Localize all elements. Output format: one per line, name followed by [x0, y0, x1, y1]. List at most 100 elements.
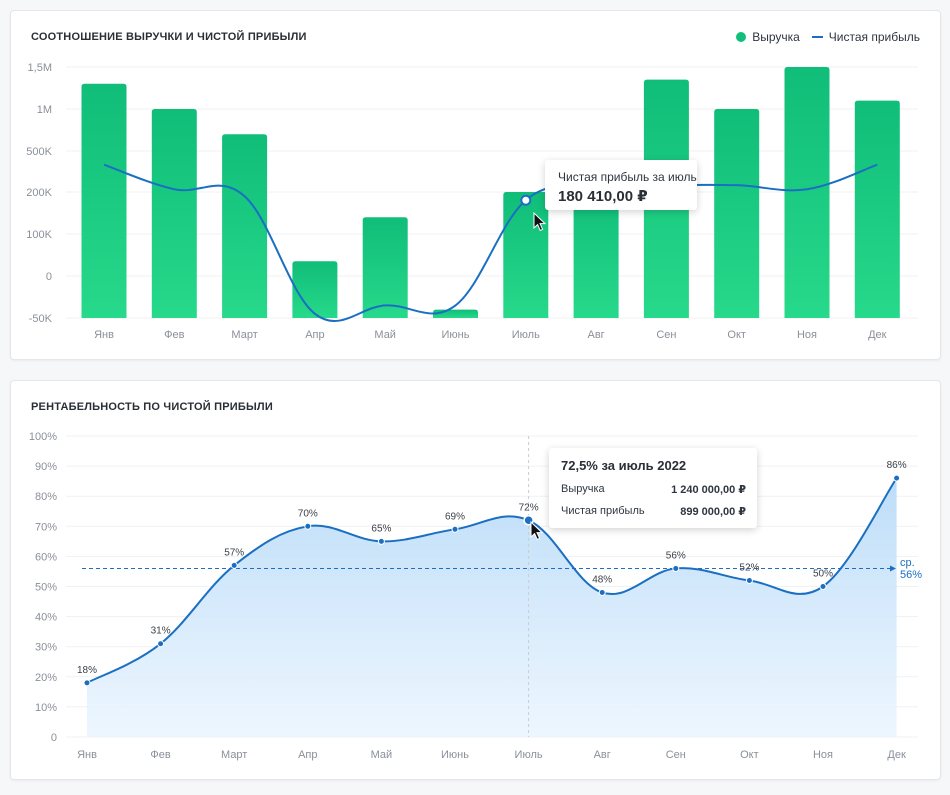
x-tick-label: Ноя: [797, 329, 817, 341]
data-label: 56%: [666, 550, 686, 561]
revenue-bar: [292, 261, 338, 318]
tooltip-title: 72,5% за июль 2022: [561, 458, 687, 473]
average-label: ср. 56%: [900, 557, 922, 581]
data-label: 69%: [445, 511, 465, 522]
y-tick-label: 1,5M: [28, 62, 52, 74]
x-tick-label: Март: [231, 329, 257, 341]
y-tick-label: 80%: [35, 491, 57, 503]
profitability-point: [893, 474, 901, 482]
tooltip-row-label: Выручка: [561, 483, 605, 495]
revenue-bar: [222, 134, 268, 318]
y-tick-label: 500K: [26, 146, 52, 158]
revenue-bar: [854, 100, 900, 318]
tooltip-value: 180 410,00 ₽: [558, 188, 648, 205]
revenue-chart-legend: Выручка Чистая прибыль: [724, 30, 920, 44]
data-label: 31%: [151, 626, 171, 637]
x-tick-label: Июль: [515, 749, 543, 761]
data-label: 57%: [224, 547, 244, 558]
x-tick-label: Окт: [727, 329, 746, 341]
x-tick-label: Окт: [740, 749, 759, 761]
y-tick-label: 70%: [35, 521, 57, 533]
y-tick-label: 1M: [37, 104, 52, 116]
x-tick-label: Июль: [512, 329, 540, 341]
y-tick-label: 200K: [26, 187, 52, 199]
y-tick-label: 0: [51, 732, 57, 744]
legend-dot-icon: [736, 32, 747, 42]
y-tick-label: 60%: [35, 551, 57, 563]
x-tick-label: Авг: [587, 329, 604, 341]
x-tick-label: Апр: [298, 749, 317, 761]
x-tick-label: Авг: [594, 749, 611, 761]
x-tick-label: Май: [374, 329, 396, 341]
data-label: 72%: [519, 502, 539, 513]
profitability-point: [157, 640, 165, 648]
net-profit-tooltip: Чистая прибыль за июль 180 410,00 ₽: [545, 160, 697, 210]
revenue-chart-title: СООТНОШЕНИЕ ВЫРУЧКИ И ЧИСТОЙ ПРИБЫЛИ: [31, 31, 307, 43]
data-label: 52%: [739, 562, 759, 573]
y-tick-label: 100K: [26, 229, 52, 241]
data-label: 18%: [77, 665, 97, 676]
revenue-bar: [573, 187, 619, 318]
x-tick-label: Март: [221, 749, 247, 761]
x-tick-label: Дек: [868, 329, 887, 341]
tooltip-row-value: 1 240 000,00 ₽: [671, 484, 746, 496]
profitability-point: [230, 561, 238, 569]
y-tick-label: 50%: [35, 582, 57, 594]
y-tick-label: 90%: [35, 461, 57, 473]
y-tick-label: 30%: [35, 642, 57, 654]
x-tick-label: Фев: [150, 749, 170, 761]
profitability-point: [377, 537, 385, 545]
tooltip-row-label: Чистая прибыль: [561, 505, 645, 517]
x-tick-label: Янв: [77, 749, 97, 761]
x-tick-label: Ноя: [813, 749, 833, 761]
profitability-point: [819, 583, 827, 590]
y-tick-label: 100%: [29, 431, 57, 443]
y-tick-label: 0: [46, 271, 52, 283]
legend-label-net-profit: Чистая прибыль: [828, 30, 920, 44]
net-profit-line: [103, 163, 878, 322]
tooltip-label: Чистая прибыль за июль: [558, 170, 697, 184]
x-tick-label: Сен: [666, 749, 686, 761]
x-tick-label: Май: [371, 749, 393, 761]
data-label: 86%: [887, 460, 907, 471]
x-tick-label: Июнь: [442, 329, 470, 341]
profitability-point: [304, 522, 312, 530]
y-tick-label: 40%: [35, 612, 57, 624]
y-tick-label: -50K: [29, 313, 53, 325]
x-tick-label: Дек: [887, 749, 906, 761]
legend-label-revenue: Выручка: [752, 30, 800, 44]
profitability-area: [87, 478, 897, 737]
profitability-chart-title: РЕНТАБЕЛЬНОСТЬ ПО ЧИСТОЙ ПРИБЫЛИ: [31, 401, 273, 413]
y-tick-label: 20%: [35, 672, 57, 684]
profitability-point: [83, 679, 91, 687]
legend-item-revenue[interactable]: Выручка: [736, 30, 800, 44]
x-tick-label: Апр: [305, 329, 324, 341]
profitability-point: [745, 576, 753, 584]
average-label-value: 56%: [900, 569, 923, 581]
tooltip-row-net-profit: Чистая прибыль 899 000,00 ₽: [561, 505, 746, 518]
x-tick-label: Янв: [94, 329, 114, 341]
data-label: 70%: [298, 508, 318, 519]
revenue-bar: [151, 109, 197, 318]
cursor-arrow-icon: [533, 211, 547, 232]
average-arrow-icon: [890, 565, 896, 572]
profitability-point: [451, 525, 459, 533]
revenue-bar: [362, 217, 408, 318]
net-profit-point: [520, 194, 532, 206]
revenue-bar: [81, 83, 127, 318]
cursor-arrow-icon: [530, 520, 544, 541]
tooltip-row-value: 899 000,00 ₽: [680, 506, 746, 518]
x-tick-label: Июнь: [441, 749, 469, 761]
revenue-bar: [784, 67, 830, 318]
y-tick-label: 10%: [35, 702, 57, 714]
legend-line-icon: [811, 36, 823, 38]
x-tick-label: Сен: [656, 329, 676, 341]
legend-item-net-profit[interactable]: Чистая прибыль: [811, 30, 920, 44]
x-tick-label: Фев: [164, 329, 184, 341]
data-label: 50%: [813, 569, 833, 580]
data-label: 65%: [371, 523, 391, 534]
profitability-point: [598, 589, 606, 597]
tooltip-row-revenue: Выручка 1 240 000,00 ₽: [561, 483, 746, 496]
